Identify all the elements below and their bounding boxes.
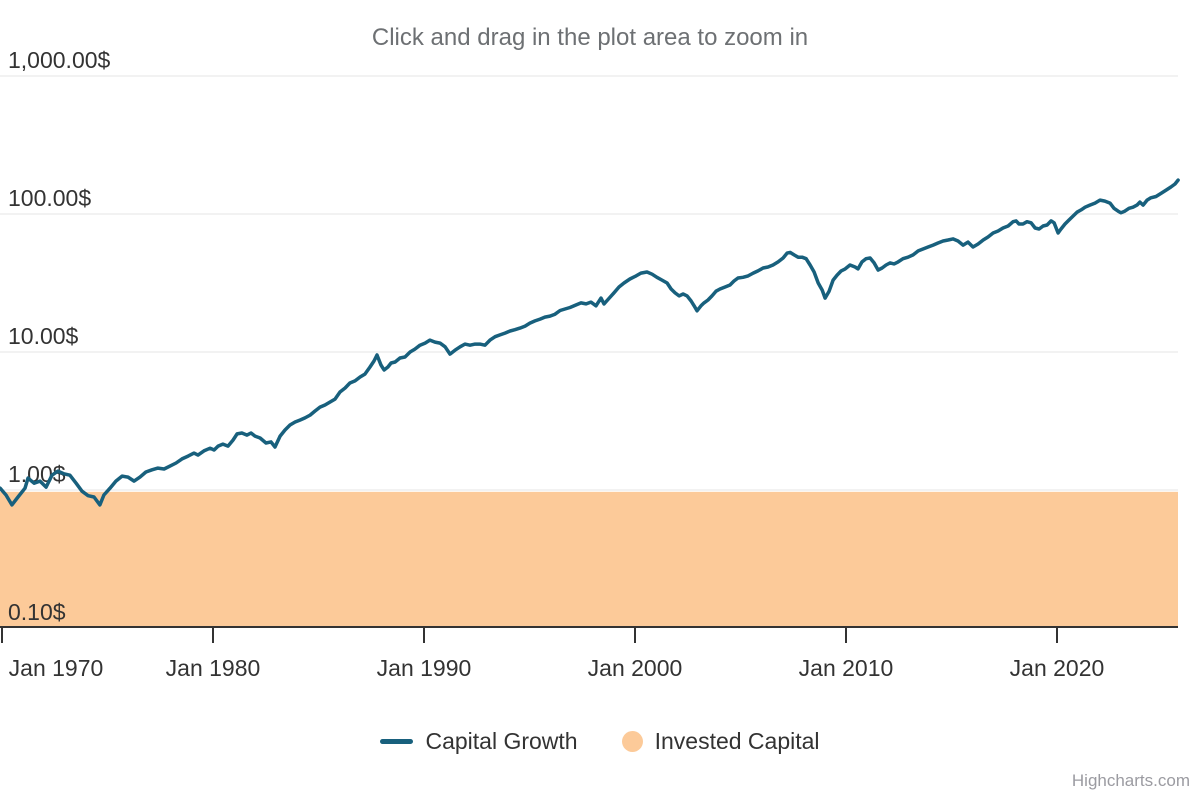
- legend-item-invested-capital[interactable]: Invested Capital: [621, 727, 820, 755]
- x-axis-label: Jan 1970: [8, 655, 104, 681]
- legend-item-capital-growth[interactable]: Capital Growth: [380, 727, 578, 755]
- chart-title: Click and drag in the plot area to zoom …: [371, 24, 809, 51]
- y-axis-label: 10.00$: [8, 323, 79, 349]
- legend-label: Capital Growth: [425, 727, 578, 754]
- legend: Capital Growth Invested Capital: [0, 726, 1200, 756]
- line-marker-icon: [380, 738, 414, 744]
- y-axis-label: 0.10$: [8, 599, 66, 625]
- capital-growth-line[interactable]: [0, 178, 1180, 507]
- highcharts-credit-link[interactable]: Highcharts.com: [1071, 771, 1190, 790]
- invested-capital-area[interactable]: [0, 491, 1178, 628]
- x-axis-label: Jan 2010: [798, 655, 894, 681]
- y-axis-label: 100.00$: [8, 185, 91, 211]
- y-axis-label: 1,000.00$: [8, 47, 111, 73]
- x-axis-label: Jan 1990: [376, 655, 472, 681]
- x-axis-label: Jan 2000: [587, 655, 683, 681]
- circle-marker-icon: [621, 730, 643, 752]
- x-axis-label: Jan 2020: [1009, 655, 1105, 681]
- legend-label: Invested Capital: [654, 727, 820, 754]
- x-axis-label: Jan 1980: [165, 655, 261, 681]
